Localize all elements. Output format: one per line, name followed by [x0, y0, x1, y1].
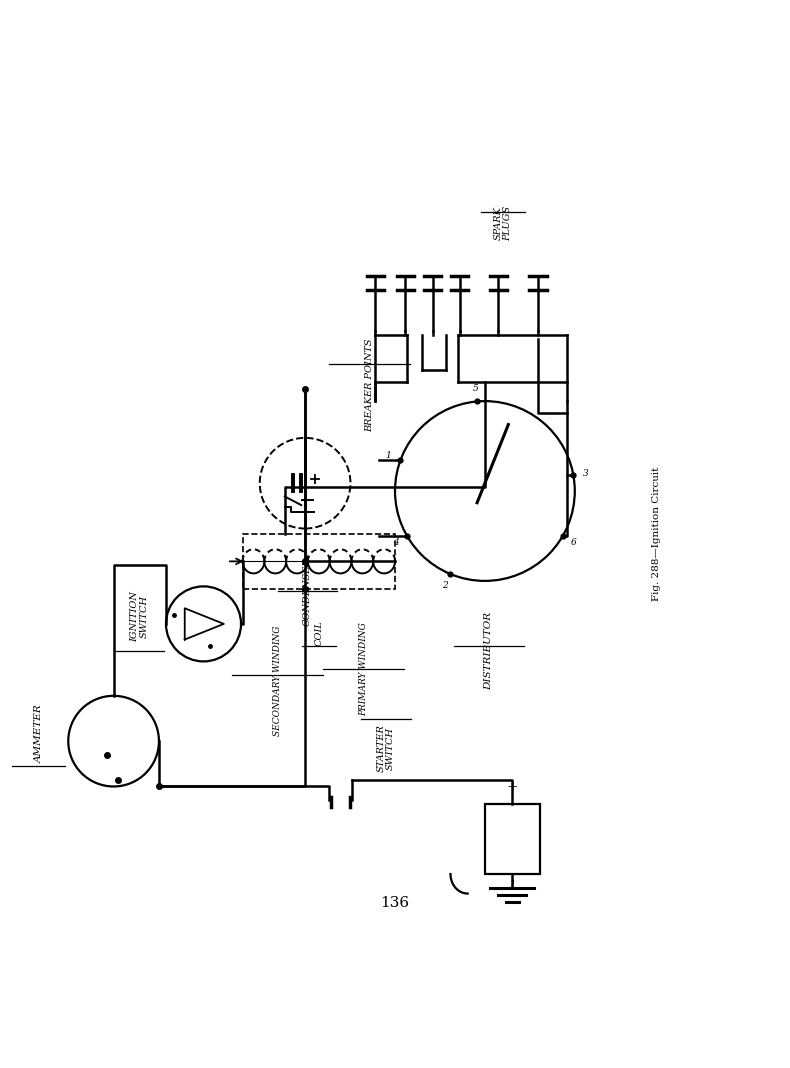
- Text: IGNITION
SWITCH: IGNITION SWITCH: [130, 591, 149, 642]
- Text: 1: 1: [509, 880, 515, 890]
- Text: +: +: [506, 781, 518, 795]
- Text: PRIMARY WINDING: PRIMARY WINDING: [359, 623, 368, 717]
- Text: Fig. 288—Ignition Circuit: Fig. 288—Ignition Circuit: [653, 467, 661, 601]
- Bar: [485, 804, 540, 874]
- Text: COIL: COIL: [314, 621, 324, 646]
- Text: SECONDARY WINDING: SECONDARY WINDING: [273, 626, 282, 736]
- Text: 2: 2: [442, 581, 448, 590]
- Text: 6: 6: [570, 537, 577, 547]
- Text: AMMETER: AMMETER: [35, 704, 43, 763]
- Bar: [243, 534, 395, 590]
- Text: 136: 136: [381, 896, 409, 910]
- Text: DISTRIBUTOR: DISTRIBUTOR: [484, 612, 493, 690]
- Text: 5: 5: [473, 384, 479, 393]
- Text: 1: 1: [386, 452, 392, 460]
- Text: STARTER
SWITCH: STARTER SWITCH: [376, 724, 395, 772]
- Text: BREAKER POINTS: BREAKER POINTS: [365, 339, 374, 433]
- Text: 4: 4: [393, 537, 399, 547]
- Text: SPARK
PLUGS: SPARK PLUGS: [494, 206, 512, 241]
- Text: CONDENSER: CONDENSER: [303, 557, 312, 626]
- Text: 3: 3: [583, 469, 589, 477]
